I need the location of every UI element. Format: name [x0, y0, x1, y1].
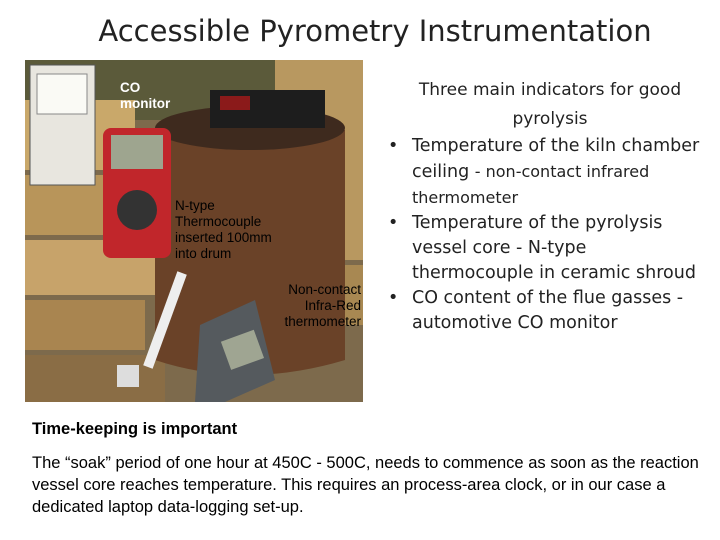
photo-label: Non-contact Infra-Red thermometer	[284, 282, 361, 329]
bullet-detail: - non-contact infrared thermometer	[412, 162, 650, 207]
bullet: Temperature of the pyrolysis vessel core…	[388, 211, 710, 286]
bullet-text: Temperature of the pyrolysis vessel core…	[412, 213, 696, 283]
bullet-text: Temperature of the kiln chamber ceiling	[412, 136, 700, 182]
indicators-heading: Three main indicators for good pyrolysis	[418, 80, 682, 129]
note-text: The “soak” period of one hour at 450C - …	[32, 454, 699, 516]
photo-label: CO monitor	[120, 80, 171, 111]
bullet: Temperature of the kiln chamber ceiling …	[388, 134, 710, 211]
bullet: CO content of the flue gasses - automoti…	[388, 286, 710, 336]
photo-label: N-type Thermocouple inserted 100mm into …	[175, 198, 272, 261]
indicators: Three main indicators for good pyrolysis…	[380, 76, 710, 336]
photo	[25, 60, 363, 402]
bullet-list: Temperature of the kiln chamber ceiling …	[380, 134, 710, 336]
slide-title: Accessible Pyrometry Instrumentation	[98, 14, 652, 48]
note-heading: Time-keeping is important	[32, 420, 238, 438]
bullet-text: CO content of the flue gasses - automoti…	[412, 288, 684, 333]
